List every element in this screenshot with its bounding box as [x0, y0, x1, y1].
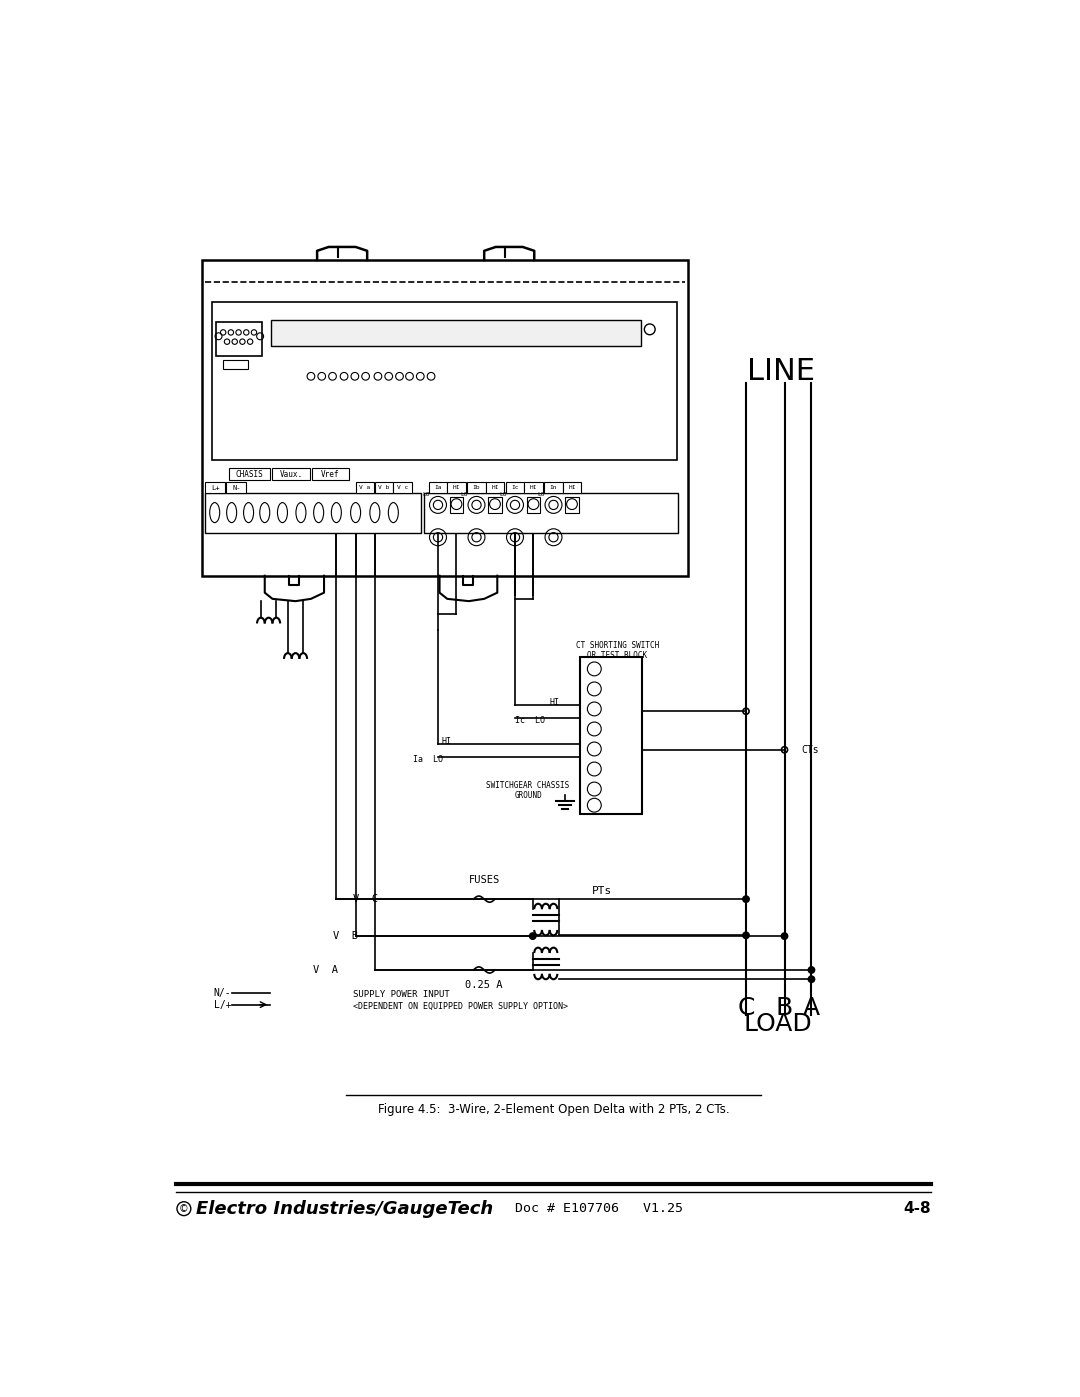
Text: V a: V a [360, 486, 370, 490]
Text: Figure 4.5:  3-Wire, 2-Element Open Delta with 2 PTs, 2 CTs.: Figure 4.5: 3-Wire, 2-Element Open Delta… [378, 1102, 729, 1116]
Circle shape [588, 722, 602, 736]
Bar [527, 497, 540, 513]
Bar [424, 493, 678, 532]
Bar [375, 482, 393, 493]
Text: Doc # E107706   V1.25: Doc # E107706 V1.25 [515, 1203, 683, 1215]
Text: N/-: N/- [214, 988, 231, 997]
Circle shape [489, 499, 500, 510]
Text: HI: HI [568, 486, 576, 490]
Text: FUSES: FUSES [469, 875, 500, 884]
Text: LO: LO [460, 492, 468, 496]
Circle shape [588, 782, 602, 796]
Bar [563, 482, 581, 493]
Text: ©: © [179, 1204, 189, 1214]
Circle shape [529, 933, 536, 939]
Bar [272, 468, 310, 481]
Bar [468, 482, 486, 493]
Bar [486, 482, 504, 493]
Circle shape [588, 682, 602, 696]
Text: LO: LO [499, 492, 507, 496]
Text: SUPPLY POWER INPUT: SUPPLY POWER INPUT [353, 990, 450, 999]
Text: N-: N- [232, 485, 241, 490]
Bar [271, 320, 640, 346]
Bar [505, 482, 524, 493]
Bar [580, 657, 642, 814]
Circle shape [782, 933, 787, 939]
Text: CHASIS: CHASIS [235, 471, 264, 479]
Text: Ia: Ia [434, 486, 442, 490]
Bar [202, 260, 688, 576]
Text: L/+: L/+ [214, 1000, 231, 1010]
Text: Ic: Ic [511, 486, 518, 490]
Bar [429, 482, 447, 493]
Text: LO: LO [422, 492, 430, 496]
Text: Vref: Vref [321, 471, 339, 479]
Bar [524, 482, 543, 493]
Text: In: In [550, 486, 557, 490]
Text: B: B [775, 996, 793, 1020]
Text: HI: HI [491, 486, 499, 490]
Text: V c: V c [397, 486, 408, 490]
Text: V  A: V A [313, 965, 338, 975]
Text: HI: HI [529, 486, 537, 490]
Text: C: C [738, 996, 755, 1020]
Text: <DEPENDENT ON EQUIPPED POWER SUPPLY OPTION>: <DEPENDENT ON EQUIPPED POWER SUPPLY OPTI… [353, 1002, 568, 1010]
Bar [312, 468, 349, 481]
Bar [447, 482, 465, 493]
Bar [224, 360, 247, 369]
Text: LOAD: LOAD [744, 1011, 813, 1037]
Text: CTs: CTs [801, 745, 819, 754]
Bar [205, 482, 226, 493]
Text: 0.25 A: 0.25 A [465, 981, 503, 990]
Bar [226, 482, 246, 493]
Text: 4-8: 4-8 [903, 1201, 931, 1217]
Bar [216, 321, 262, 355]
Circle shape [567, 499, 578, 510]
Circle shape [808, 977, 814, 982]
Text: Ib: Ib [473, 486, 481, 490]
Bar [205, 493, 421, 532]
Text: V b: V b [378, 486, 390, 490]
Text: Electro Industries/GaugeTech: Electro Industries/GaugeTech [197, 1200, 494, 1218]
Bar [544, 482, 563, 493]
Circle shape [451, 499, 462, 510]
Text: A: A [802, 996, 820, 1020]
Circle shape [743, 932, 750, 939]
Bar [449, 497, 463, 513]
Text: L+: L+ [212, 485, 219, 490]
Text: GROUND: GROUND [514, 791, 542, 799]
Text: LO: LO [538, 492, 545, 496]
Text: V  B: V B [333, 930, 357, 942]
Circle shape [588, 763, 602, 775]
Text: CT SHORTING SWITCH: CT SHORTING SWITCH [576, 641, 659, 651]
Circle shape [808, 967, 814, 974]
Circle shape [588, 703, 602, 715]
Bar [393, 482, 411, 493]
Text: V  C: V C [353, 894, 378, 904]
Circle shape [528, 499, 539, 510]
Text: HI: HI [550, 698, 559, 707]
Bar [355, 482, 374, 493]
Bar [213, 302, 677, 460]
Text: OR TEST BLOCK: OR TEST BLOCK [588, 651, 648, 659]
Bar [488, 497, 502, 513]
Text: HI: HI [453, 486, 460, 490]
Circle shape [588, 662, 602, 676]
Text: LINE: LINE [746, 358, 814, 386]
Circle shape [743, 895, 750, 902]
Bar [229, 468, 270, 481]
Text: Ic  LO: Ic LO [515, 717, 545, 725]
Text: Vaux.: Vaux. [280, 471, 302, 479]
Circle shape [588, 742, 602, 756]
Text: SWITCHGEAR CHASSIS: SWITCHGEAR CHASSIS [486, 781, 570, 791]
Bar [565, 497, 579, 513]
Text: HI: HI [441, 736, 451, 746]
Text: PTs: PTs [592, 887, 612, 897]
Text: Ia  LO: Ia LO [414, 754, 444, 764]
